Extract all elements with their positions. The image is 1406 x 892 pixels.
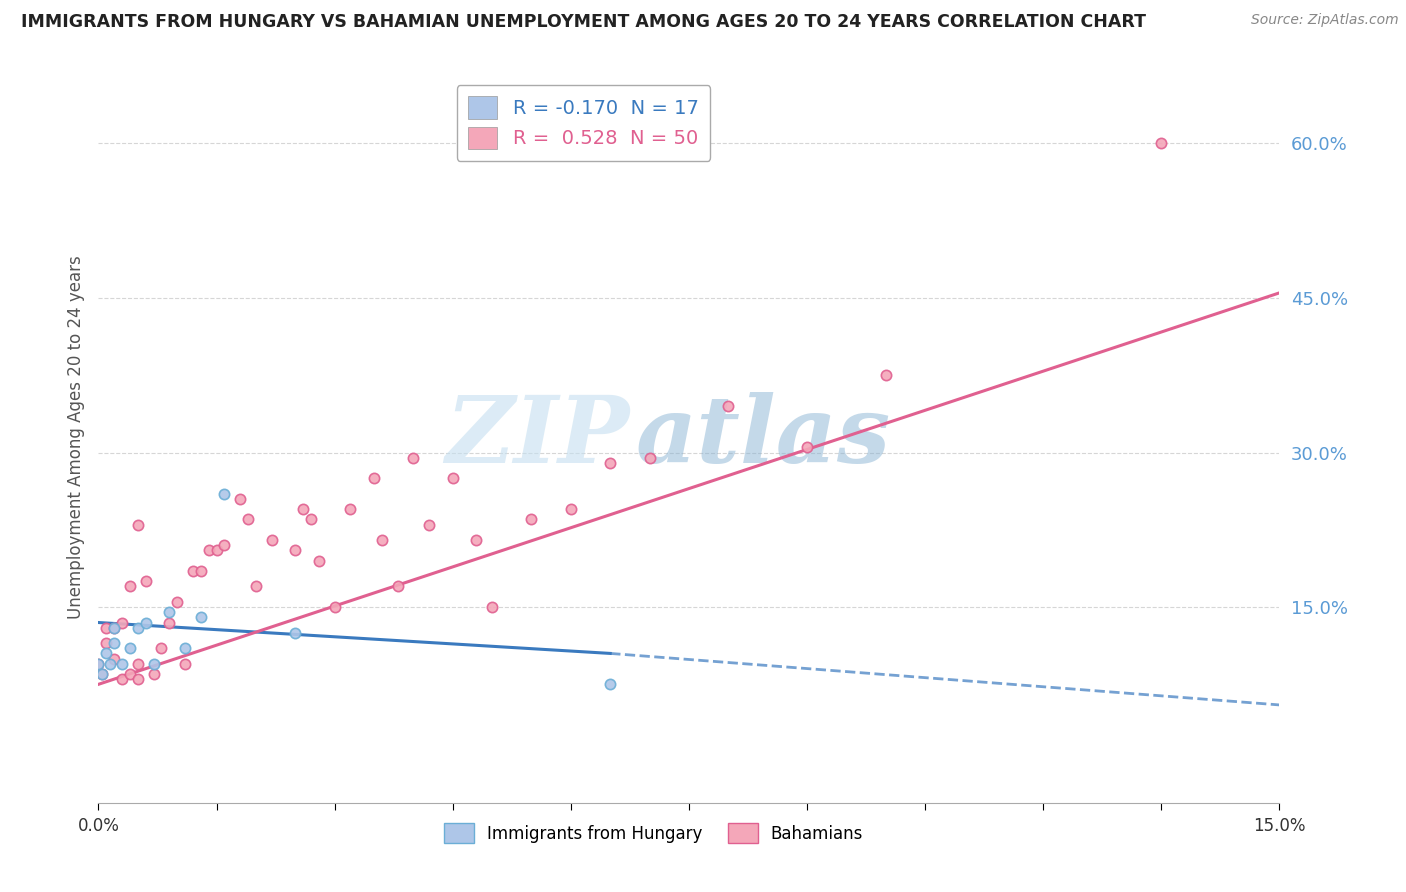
Point (91, 667, 114, 681)
Point (103, 621, 125, 635)
Point (98, 657, 121, 671)
Point (142, 667, 165, 681)
Point (465, 533, 488, 547)
Point (157, 605, 180, 619)
Point (260, 533, 283, 547)
Point (214, 487, 236, 501)
Point (127, 621, 149, 635)
Point (135, 574, 157, 589)
Point (190, 610, 212, 624)
Point (481, 600, 503, 615)
Point (91, 667, 114, 681)
Point (323, 600, 346, 615)
Point (118, 641, 141, 656)
Point (520, 512, 543, 526)
Point (96, 621, 118, 635)
Point (402, 450, 425, 465)
Point (111, 672, 134, 686)
Text: Source: ZipAtlas.com: Source: ZipAtlas.com (1251, 13, 1399, 28)
Text: ZIP: ZIP (446, 392, 630, 482)
Point (157, 615, 180, 630)
Point (127, 657, 149, 671)
Text: IMMIGRANTS FROM HUNGARY VS BAHAMIAN UNEMPLOYMENT AMONG AGES 20 TO 24 YEARS CORRE: IMMIGRANTS FROM HUNGARY VS BAHAMIAN UNEM… (21, 13, 1146, 31)
Point (387, 579, 409, 593)
Y-axis label: Unemployment Among Ages 20 to 24 years: Unemployment Among Ages 20 to 24 years (66, 255, 84, 619)
Point (284, 625, 307, 640)
Point (87, 657, 110, 671)
Legend: Immigrants from Hungary, Bahamians: Immigrants from Hungary, Bahamians (437, 817, 870, 849)
Point (308, 554, 330, 568)
Point (796, 441, 818, 455)
Point (1150, 136, 1173, 151)
Point (245, 579, 267, 593)
Point (599, 677, 621, 691)
Point (599, 456, 621, 470)
Point (292, 502, 315, 516)
Point (118, 667, 141, 681)
Point (111, 657, 134, 671)
Point (166, 595, 188, 609)
Point (560, 502, 582, 516)
Point (181, 564, 204, 578)
Point (118, 579, 141, 593)
Point (96, 647, 118, 661)
Text: atlas: atlas (636, 392, 891, 482)
Point (96, 636, 118, 650)
Point (142, 657, 165, 671)
Point (103, 636, 125, 650)
Point (103, 651, 125, 665)
Point (371, 533, 394, 547)
Point (127, 672, 149, 686)
Point (441, 471, 464, 485)
Point (87, 657, 110, 671)
Point (284, 543, 307, 558)
Point (127, 517, 149, 532)
Point (150, 641, 173, 656)
Point (190, 564, 212, 578)
Point (638, 450, 661, 465)
Point (717, 399, 740, 413)
Point (205, 543, 228, 558)
Point (214, 538, 236, 552)
Point (875, 368, 897, 383)
Point (236, 512, 259, 526)
Point (135, 615, 157, 630)
Point (174, 641, 197, 656)
Point (418, 517, 440, 532)
Point (229, 491, 252, 506)
Point (299, 512, 322, 526)
Point (363, 471, 385, 485)
Point (174, 657, 197, 671)
Point (339, 502, 361, 516)
Point (111, 615, 134, 630)
Point (103, 621, 125, 635)
Point (197, 543, 219, 558)
